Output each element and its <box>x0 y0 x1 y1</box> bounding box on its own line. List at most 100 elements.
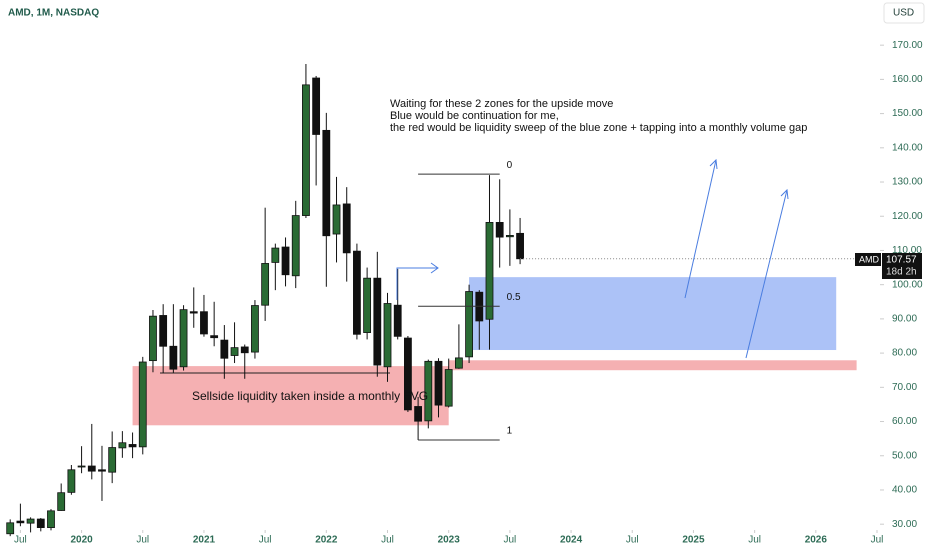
candle-body <box>240 346 249 354</box>
candle-body <box>159 315 168 347</box>
x-tick-label: 2026 <box>805 535 828 546</box>
x-tick-label: Jul <box>14 535 27 546</box>
candle-body <box>179 309 188 368</box>
candle-body <box>291 215 300 277</box>
candle-body <box>373 277 382 366</box>
y-tick-label: 110.00 <box>892 245 922 256</box>
countdown: 18d 2h <box>886 267 917 278</box>
y-tick-label: 130.00 <box>892 177 923 188</box>
candle-body <box>312 77 321 135</box>
x-tick-label: Jul <box>871 535 884 546</box>
price-tag <box>882 253 922 279</box>
candle-body <box>434 360 443 406</box>
x-tick-label: 2024 <box>560 535 583 546</box>
candle-body <box>342 203 351 254</box>
fib-label: 0.5 <box>507 292 521 303</box>
symbol: AMD <box>859 254 880 264</box>
candle-body <box>36 518 45 529</box>
last-price: 107.57 <box>886 255 917 266</box>
y-tick-label: 160.00 <box>892 74 923 85</box>
candle-body <box>485 222 494 320</box>
candle-body <box>383 303 392 368</box>
chart-title: AMD, 1M, NASDAQ <box>8 8 99 19</box>
fib-label: 1 <box>507 426 513 437</box>
y-tick-label: 120.00 <box>892 211 923 222</box>
y-tick-label: 170.00 <box>892 40 923 51</box>
candle-body <box>261 263 270 306</box>
x-tick-label: Jul <box>259 535 272 546</box>
y-tick-label: 40.00 <box>892 485 917 496</box>
candle-body <box>67 469 76 493</box>
candle-body <box>363 277 372 333</box>
annotation: Waiting for these 2 zones for the upside… <box>390 98 613 110</box>
candle-body <box>128 444 137 448</box>
candle-body <box>393 304 402 337</box>
fib-label: 0 <box>507 160 513 171</box>
candle-body <box>332 204 341 235</box>
y-tick-label: 100.00 <box>892 279 923 290</box>
candle-body <box>169 345 178 370</box>
candle-body <box>108 447 117 473</box>
zone <box>448 360 857 371</box>
candle-body <box>465 291 473 358</box>
x-tick-label: Jul <box>503 535 516 546</box>
y-tick-label: 140.00 <box>892 142 923 153</box>
y-tick-label: 80.00 <box>892 348 917 359</box>
annotation: Sellside liquidity taken inside a monthl… <box>192 389 428 403</box>
currency: USD <box>893 8 914 19</box>
y-tick-label: 60.00 <box>892 416 917 427</box>
candle-body <box>118 442 127 449</box>
candle-body <box>26 518 35 524</box>
x-tick-label: 2021 <box>193 535 216 546</box>
y-tick-label: 90.00 <box>892 314 917 325</box>
candle-body <box>251 305 259 353</box>
candle-body <box>302 84 310 216</box>
arrows <box>396 158 789 359</box>
x-tick-label: Jul <box>381 535 394 546</box>
candle-body <box>138 361 147 448</box>
candle-body <box>57 492 66 511</box>
y-tick-label: 150.00 <box>892 108 923 119</box>
candle-body <box>220 339 229 359</box>
y-tick-label: 50.00 <box>892 450 917 461</box>
candle-body <box>322 129 331 237</box>
candle-body <box>47 510 55 529</box>
candle-body <box>6 522 15 535</box>
x-tick-label: 2020 <box>70 535 93 546</box>
x-tick-label: Jul <box>626 535 639 546</box>
zone <box>469 277 837 351</box>
candle-body <box>353 250 361 335</box>
symbol-tag <box>855 253 881 266</box>
candle-body <box>281 246 290 276</box>
candle-body <box>495 222 504 238</box>
candle-body <box>189 311 198 314</box>
x-tick-label: 2025 <box>682 535 705 546</box>
x-tick-label: 2023 <box>438 535 461 546</box>
candle-body <box>149 315 157 362</box>
x-tick-label: Jul <box>136 535 149 546</box>
y-tick-label: 30.00 <box>892 519 917 530</box>
candle-body <box>87 465 96 472</box>
candle-body <box>200 311 208 335</box>
currency-box[interactable] <box>883 2 925 24</box>
candle-body <box>77 465 86 468</box>
candle-body <box>414 406 423 422</box>
candle-body <box>404 337 412 411</box>
x-tick-label: 2022 <box>315 535 338 546</box>
candle-body <box>271 247 280 263</box>
candle-body <box>210 335 219 339</box>
candle-body <box>230 347 239 356</box>
candle-body <box>454 357 463 369</box>
candle-body <box>444 369 453 407</box>
candle-body <box>516 232 524 260</box>
candle-body <box>505 235 514 238</box>
zone <box>132 366 449 426</box>
candle-body <box>98 469 106 472</box>
y-tick-label: 70.00 <box>892 382 917 393</box>
x-tick-label: Jul <box>748 535 761 546</box>
candle-body <box>16 520 25 524</box>
annotation: Blue would be continuation for me, <box>390 110 559 122</box>
